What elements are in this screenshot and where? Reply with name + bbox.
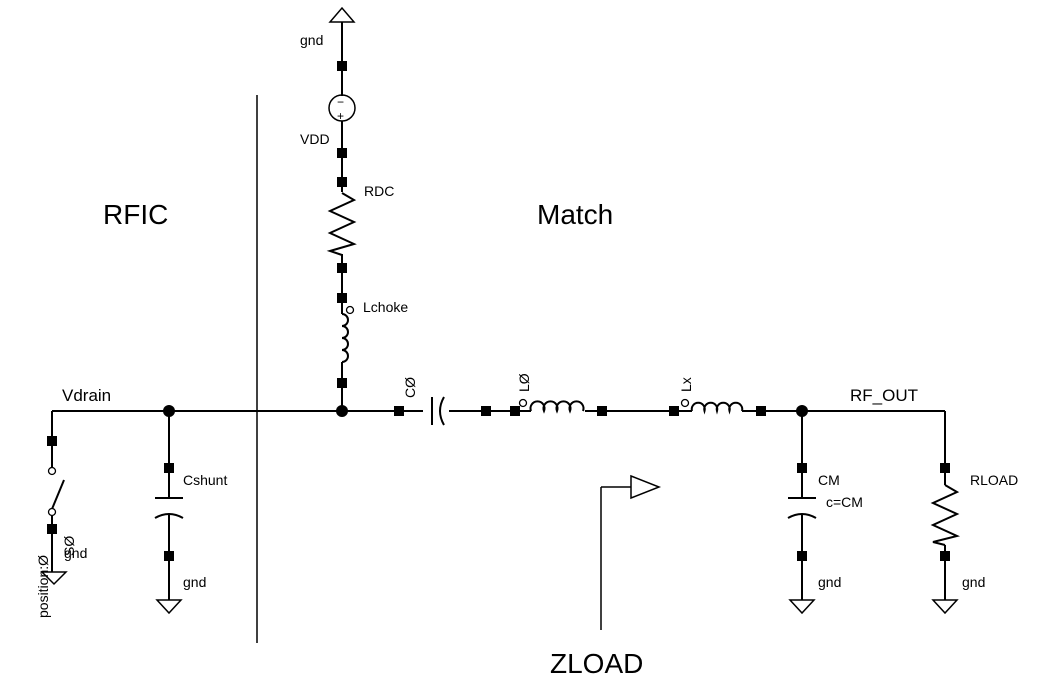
ground-symbol-switch bbox=[40, 571, 68, 586]
region-label-rfic: RFIC bbox=[103, 199, 168, 230]
inductor-lx-symbol bbox=[690, 401, 744, 415]
region-label-match: Match bbox=[537, 199, 613, 230]
source-plus-sign: + bbox=[337, 109, 344, 123]
net-label-rf-out: RF_OUT bbox=[850, 386, 918, 405]
pin-markers bbox=[47, 61, 950, 561]
component-param-cm: c=CM bbox=[826, 494, 863, 510]
source-minus-sign: − bbox=[337, 95, 344, 109]
switch-s0-symbol bbox=[51, 479, 65, 510]
ground-label-switch: gnd bbox=[64, 545, 87, 561]
ground-label-cm: gnd bbox=[818, 574, 841, 590]
main-rf-wire bbox=[51, 410, 946, 472]
rload-branch bbox=[930, 470, 961, 615]
component-label-cm: CM bbox=[818, 472, 840, 488]
component-param-switch-position: position:Ø bbox=[35, 555, 51, 618]
ground-symbol-top bbox=[328, 6, 356, 23]
ground-label-top: gnd bbox=[300, 32, 323, 48]
component-label-c0: CØ bbox=[402, 377, 418, 398]
ground-symbol-rload bbox=[931, 599, 959, 615]
component-label-lx: Lx bbox=[678, 377, 694, 392]
inductor-l0-symbol bbox=[529, 400, 585, 414]
component-label-rdc: RDC bbox=[364, 183, 394, 199]
net-label-vdd: VDD bbox=[300, 131, 330, 147]
resistor-rdc-symbol bbox=[326, 192, 357, 256]
component-label-cshunt: Cshunt bbox=[183, 472, 227, 488]
region-label-zload: ZLOAD bbox=[550, 648, 643, 679]
ground-symbol-cm bbox=[788, 599, 816, 615]
component-label-rload: RLOAD bbox=[970, 472, 1018, 488]
net-label-vdrain: Vdrain bbox=[62, 386, 111, 405]
capacitor-c0-symbol bbox=[431, 396, 445, 426]
ground-label-cshunt: gnd bbox=[183, 574, 206, 590]
zload-arrow bbox=[600, 474, 662, 630]
resistor-rload-symbol bbox=[930, 484, 961, 546]
component-label-l0: LØ bbox=[516, 373, 532, 392]
component-label-lchoke: Lchoke bbox=[363, 299, 408, 315]
ground-label-rload: gnd bbox=[962, 574, 985, 590]
ground-symbol-cshunt bbox=[155, 599, 183, 615]
component-label-s0: SØ bbox=[61, 536, 77, 556]
cm-branch bbox=[787, 411, 817, 615]
inductor-lchoke-symbol bbox=[341, 313, 349, 363]
cshunt-branch bbox=[154, 411, 184, 615]
